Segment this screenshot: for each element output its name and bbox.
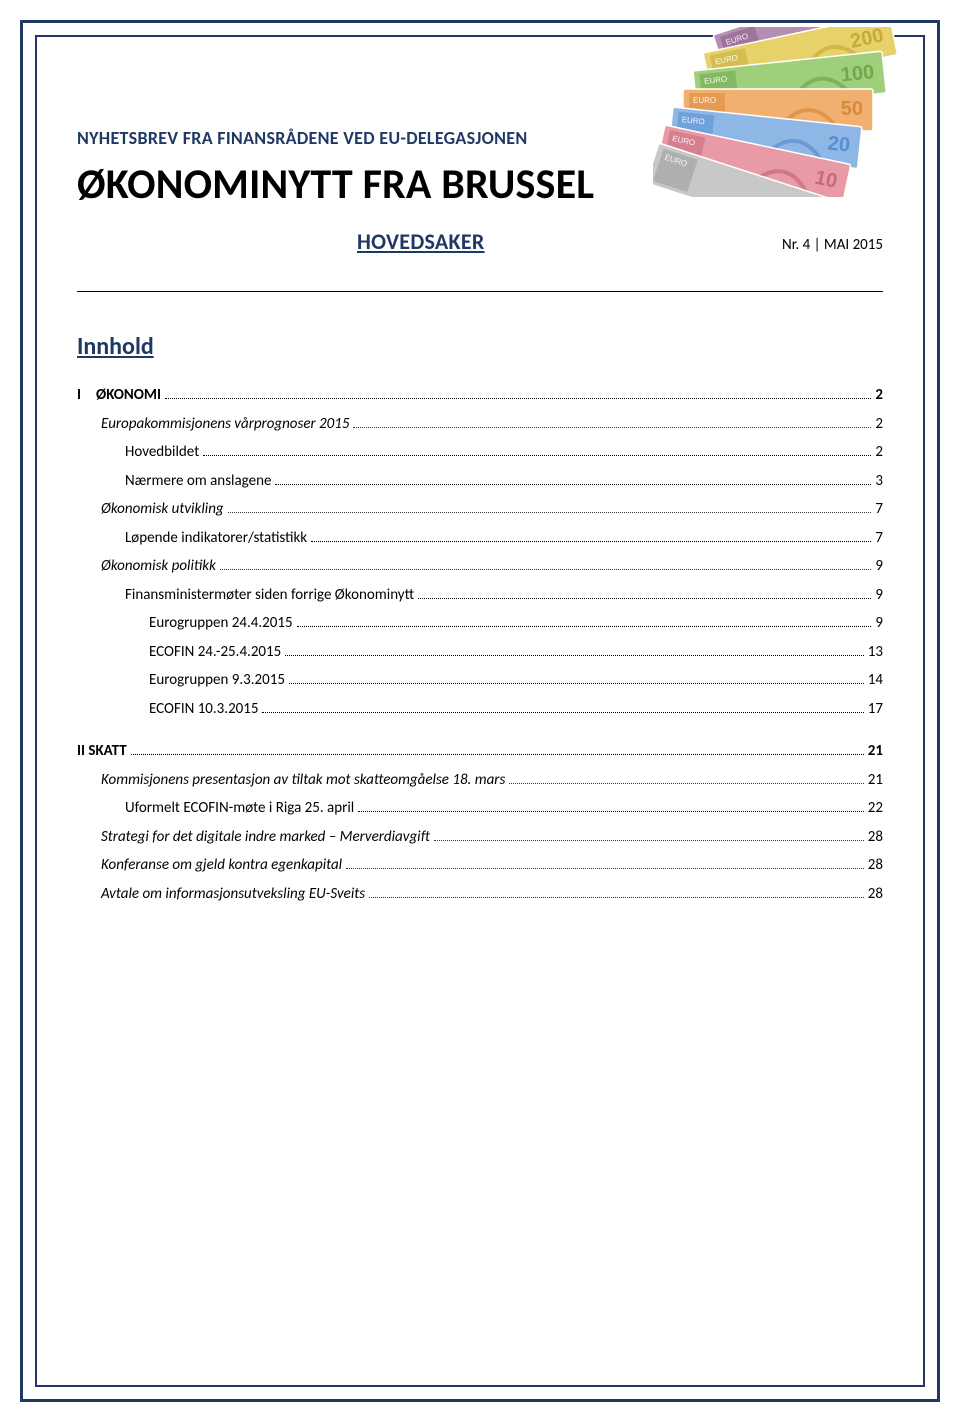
toc-entry-label: II SKATT [77, 737, 127, 766]
toc-entry: Hovedbildet 2 [77, 438, 883, 467]
toc-leader-dots [369, 884, 864, 898]
toc-entry-label: ECOFIN 10.3.2015 [149, 695, 258, 724]
table-of-contents: I ØKONOMI2Europakommisjonens vårprognose… [77, 381, 883, 908]
toc-entry: Økonomisk politikk 9 [77, 552, 883, 581]
toc-entry: Finansministermøter siden forrige Økonom… [77, 581, 883, 610]
header-divider [77, 291, 883, 292]
toc-entry: Avtale om informasjonsutveksling EU-Svei… [77, 880, 883, 909]
toc-entry: Nærmere om anslagene 3 [77, 467, 883, 496]
toc-entry-label: Europakommisjonens vårprognoser 2015 [101, 410, 349, 439]
toc-leader-dots [289, 671, 864, 685]
toc-entry: I ØKONOMI 2 [77, 381, 883, 410]
toc-entry-page: 9 [875, 609, 883, 638]
svg-text:EURO: EURO [693, 96, 716, 105]
toc-entry: Kommisjonens presentasjon av tiltak mot … [77, 766, 883, 795]
inner-frame: 500EURO200EURO100EURO50EURO20EURO10EURO5… [35, 35, 925, 1387]
toc-leader-dots [353, 414, 871, 428]
toc-leader-dots [275, 471, 871, 485]
toc-leader-dots [346, 856, 864, 870]
toc-entry-label: Hovedbildet [125, 438, 199, 467]
toc-leader-dots [434, 827, 864, 841]
toc-entry: ECOFIN 24.-25.4.2015 13 [77, 638, 883, 667]
toc-entry: Konferanse om gjeld kontra egenkapital 28 [77, 851, 883, 880]
toc-entry-label: Avtale om informasjonsutveksling EU-Svei… [101, 880, 365, 909]
toc-entry-page: 2 [875, 381, 883, 410]
outer-frame: 500EURO200EURO100EURO50EURO20EURO10EURO5… [20, 20, 940, 1402]
toc-entry-page: 7 [875, 495, 883, 524]
toc-entry: II SKATT 21 [77, 737, 883, 766]
toc-leader-dots [311, 528, 871, 542]
hovedsaker-row: HOVEDSAKER Nr. 4 | MAI 2015 [77, 228, 883, 255]
svg-text:10: 10 [813, 167, 839, 193]
toc-entry-page: 28 [868, 851, 883, 880]
toc-leader-dots [358, 799, 864, 813]
toc-entry-label: I ØKONOMI [77, 381, 161, 410]
toc-entry-page: 2 [875, 410, 883, 439]
toc-entry-page: 9 [875, 581, 883, 610]
innhold-title: Innhold [77, 332, 883, 361]
issue-label: Nr. 4 | MAI 2015 [782, 236, 883, 254]
toc-entry-label: Økonomisk utvikling [101, 495, 224, 524]
toc-entry-page: 17 [868, 695, 883, 724]
toc-entry-label: Kommisjonens presentasjon av tiltak mot … [101, 766, 505, 795]
toc-entry: Uformelt ECOFIN-møte i Riga 25. april 22 [77, 794, 883, 823]
toc-entry-page: 7 [875, 524, 883, 553]
toc-entry-label: Økonomisk politikk [101, 552, 216, 581]
toc-leader-dots [418, 585, 871, 599]
toc-entry-label: Strategi for det digitale indre marked –… [101, 823, 430, 852]
toc-entry-page: 14 [868, 666, 883, 695]
toc-entry-page: 22 [868, 794, 883, 823]
toc-entry: Løpende indikatorer/statistikk 7 [77, 524, 883, 553]
toc-leader-dots [262, 699, 863, 713]
toc-leader-dots [220, 557, 871, 571]
toc-entry-page: 21 [868, 766, 883, 795]
toc-entry: Strategi for det digitale indre marked –… [77, 823, 883, 852]
toc-entry-label: Finansministermøter siden forrige Økonom… [125, 581, 414, 610]
toc-entry-page: 21 [868, 737, 883, 766]
toc-leader-dots [165, 386, 871, 400]
toc-entry-label: Løpende indikatorer/statistikk [125, 524, 307, 553]
toc-leader-dots [285, 642, 864, 656]
toc-entry-label: ECOFIN 24.-25.4.2015 [149, 638, 281, 667]
toc-entry-page: 2 [875, 438, 883, 467]
toc-leader-dots [297, 614, 872, 628]
toc-entry-label: Nærmere om anslagene [125, 467, 271, 496]
toc-entry-page: 13 [868, 638, 883, 667]
euro-banknotes-icon: 500EURO200EURO100EURO50EURO20EURO10EURO5… [653, 27, 933, 197]
hovedsaker-label: HOVEDSAKER [357, 228, 485, 255]
svg-text:50: 50 [841, 98, 863, 120]
toc-entry-page: 3 [875, 467, 883, 496]
toc-entry-label: Eurogruppen 24.4.2015 [149, 609, 293, 638]
toc-gap [77, 723, 883, 737]
toc-entry: Europakommisjonens vårprognoser 2015 2 [77, 410, 883, 439]
toc-entry-label: Eurogruppen 9.3.2015 [149, 666, 285, 695]
toc-leader-dots [131, 742, 864, 756]
toc-entry: Eurogruppen 9.3.2015 14 [77, 666, 883, 695]
toc-leader-dots [509, 770, 863, 784]
toc-entry-page: 28 [868, 880, 883, 909]
toc-entry: Eurogruppen 24.4.2015 9 [77, 609, 883, 638]
toc-entry-page: 28 [868, 823, 883, 852]
toc-entry-label: Konferanse om gjeld kontra egenkapital [101, 851, 342, 880]
toc-entry-label: Uformelt ECOFIN-møte i Riga 25. april [125, 794, 354, 823]
toc-leader-dots [228, 500, 872, 514]
toc-entry-page: 9 [875, 552, 883, 581]
toc-entry: ECOFIN 10.3.2015 17 [77, 695, 883, 724]
svg-text:100: 100 [840, 61, 875, 86]
toc-entry: Økonomisk utvikling 7 [77, 495, 883, 524]
toc-leader-dots [203, 443, 871, 457]
svg-text:20: 20 [827, 132, 851, 156]
